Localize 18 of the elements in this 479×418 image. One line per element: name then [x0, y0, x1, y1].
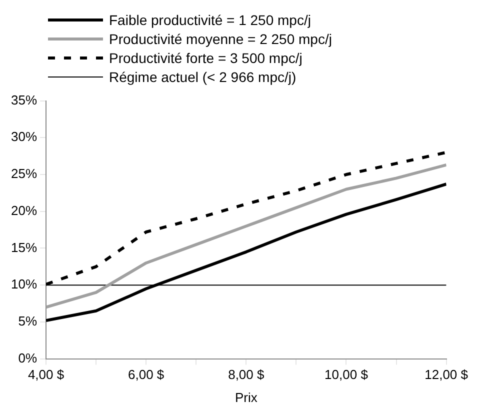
x-tick-label: 4,00 $ [28, 367, 65, 382]
legend-label: Productivité moyenne = 2 250 mpc/j [109, 30, 332, 46]
y-tick-label: 15% [10, 240, 38, 255]
legend-label: Faible productivité = 1 250 mpc/j [109, 12, 311, 28]
x-tick-label: 6,00 $ [128, 367, 165, 382]
legend-label: Régime actuel (< 2 966 mpc/j) [109, 68, 296, 84]
y-tick-label: 35% [10, 92, 38, 108]
x-axis-title: Prix [234, 390, 258, 405]
y-tick-label: 30% [10, 129, 38, 144]
y-tick-label: 25% [10, 166, 38, 182]
y-tick-label: 10% [10, 276, 38, 292]
y-tick-label: 0% [18, 350, 38, 366]
x-tick-label: 10,00 $ [324, 367, 369, 382]
y-tick-label: 20% [10, 202, 38, 218]
x-tick-label: 8,00 $ [228, 367, 265, 382]
y-tick-label: 5% [18, 314, 38, 329]
legend-label: Productivité forte = 3 500 mpc/j [109, 50, 302, 66]
x-tick-label: 12,00 $ [424, 367, 469, 382]
